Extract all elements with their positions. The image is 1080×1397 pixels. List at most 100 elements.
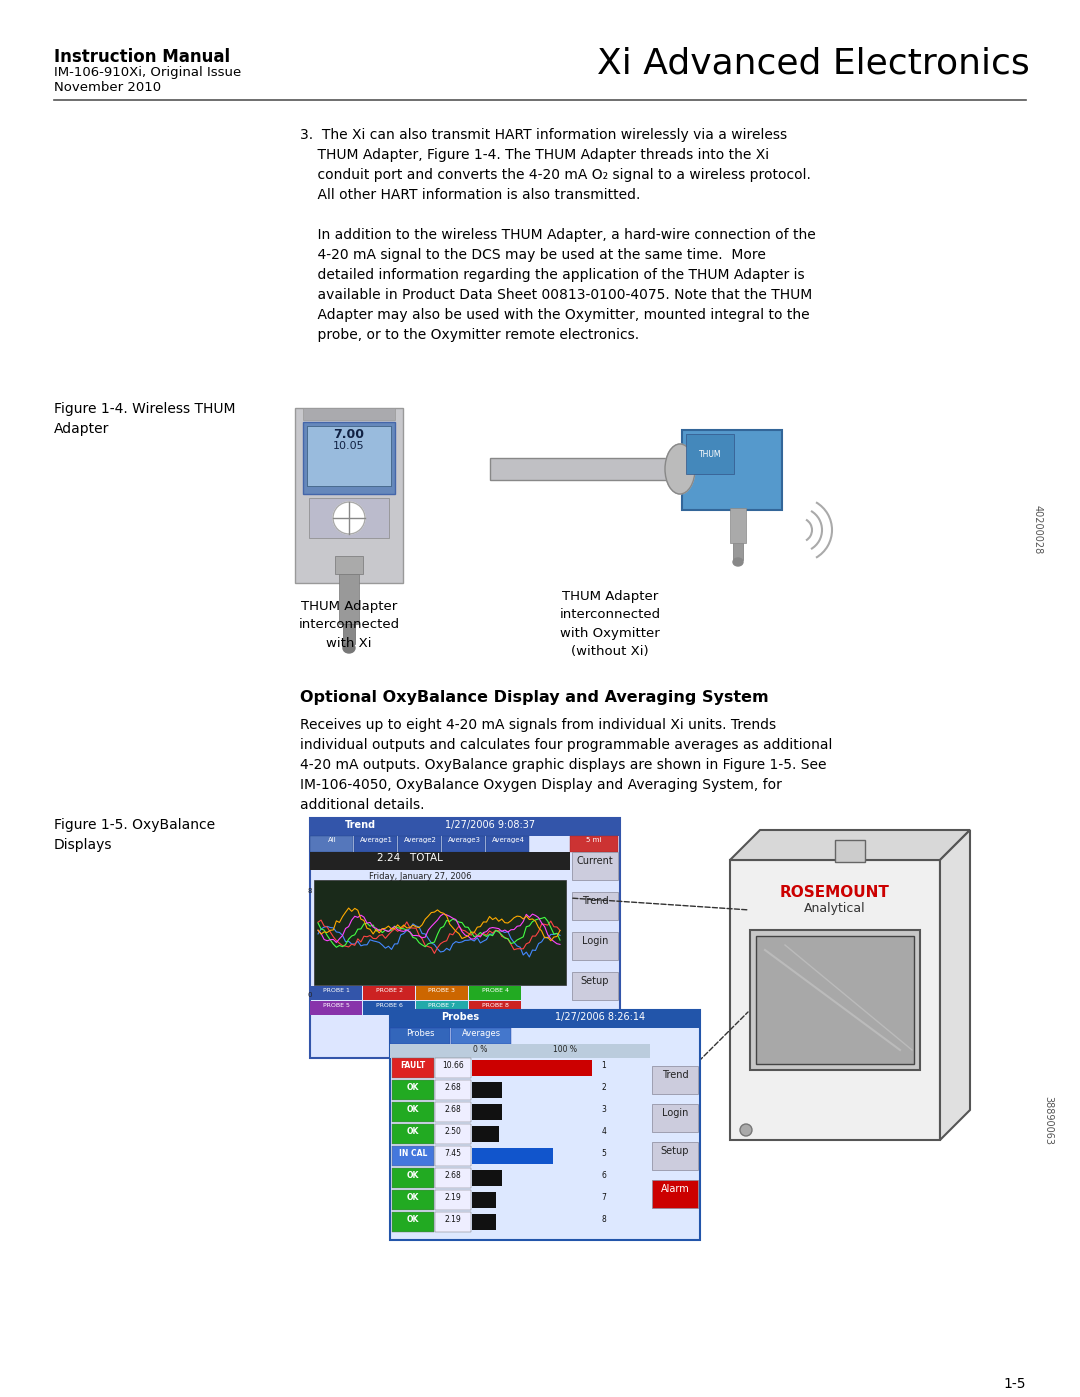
Ellipse shape bbox=[740, 1125, 752, 1136]
Text: Average2: Average2 bbox=[404, 837, 436, 842]
Text: 3.  The Xi can also transmit HART information wirelessly via a wireless
    THUM: 3. The Xi can also transmit HART informa… bbox=[300, 129, 811, 203]
Text: Trend: Trend bbox=[345, 820, 376, 830]
Bar bbox=[390, 1044, 650, 1058]
Bar bbox=[363, 1002, 415, 1016]
Text: PROBE 8: PROBE 8 bbox=[482, 1003, 509, 1009]
Text: 2.68: 2.68 bbox=[445, 1083, 461, 1092]
Bar bbox=[469, 1002, 521, 1016]
Text: OK: OK bbox=[407, 1171, 419, 1180]
Text: THUM: THUM bbox=[699, 450, 721, 460]
Bar bbox=[652, 1104, 698, 1132]
Bar bbox=[472, 1126, 499, 1141]
Bar bbox=[392, 1080, 434, 1099]
Bar bbox=[314, 880, 566, 985]
Ellipse shape bbox=[343, 643, 355, 652]
Text: 6: 6 bbox=[602, 1171, 607, 1180]
Bar bbox=[472, 1060, 592, 1076]
Bar bbox=[310, 1002, 362, 1016]
Bar bbox=[730, 509, 746, 543]
Bar bbox=[652, 1141, 698, 1171]
Text: PROBE 6: PROBE 6 bbox=[376, 1003, 403, 1009]
Bar bbox=[750, 930, 920, 1070]
Bar bbox=[572, 893, 618, 921]
Bar bbox=[390, 1010, 700, 1241]
Text: 1/27/2006 9:08:37: 1/27/2006 9:08:37 bbox=[445, 820, 535, 830]
Bar bbox=[490, 458, 680, 481]
Text: 5: 5 bbox=[602, 1148, 607, 1158]
Bar bbox=[435, 1125, 471, 1144]
Bar bbox=[392, 1190, 434, 1210]
Bar bbox=[309, 497, 389, 538]
Text: OK: OK bbox=[407, 1193, 419, 1201]
Bar bbox=[399, 835, 441, 852]
Bar bbox=[572, 1011, 618, 1039]
Text: Instruction Manual: Instruction Manual bbox=[54, 47, 230, 66]
Text: 4: 4 bbox=[602, 1127, 607, 1136]
Bar bbox=[572, 852, 618, 880]
Text: IN CAL: IN CAL bbox=[399, 1148, 428, 1158]
Text: 2.68: 2.68 bbox=[445, 1171, 461, 1180]
Bar bbox=[435, 1102, 471, 1122]
Text: Average1: Average1 bbox=[360, 837, 392, 842]
Bar bbox=[392, 1058, 434, 1078]
Text: PROBE 2: PROBE 2 bbox=[376, 988, 403, 993]
Text: Login: Login bbox=[582, 936, 608, 946]
Text: 1/27/2006 8:26:14: 1/27/2006 8:26:14 bbox=[555, 1011, 645, 1023]
Bar bbox=[451, 1028, 511, 1044]
Text: 2.68: 2.68 bbox=[445, 1105, 461, 1113]
Bar bbox=[681, 430, 782, 510]
Text: IM-106-910Xi, Original Issue: IM-106-910Xi, Original Issue bbox=[54, 66, 241, 80]
Text: ROSEMOUNT: ROSEMOUNT bbox=[780, 886, 890, 900]
Bar bbox=[435, 1080, 471, 1099]
Bar bbox=[652, 1066, 698, 1094]
Bar bbox=[486, 835, 529, 852]
Bar bbox=[392, 1213, 434, 1232]
Text: 38890063: 38890063 bbox=[1043, 1095, 1053, 1144]
Bar bbox=[416, 1002, 468, 1016]
Text: Optional OxyBalance Display and Averaging System: Optional OxyBalance Display and Averagin… bbox=[300, 690, 769, 705]
Bar bbox=[472, 1214, 496, 1229]
Text: Alarm: Alarm bbox=[581, 1016, 609, 1025]
Text: 100 %: 100 % bbox=[553, 1045, 577, 1053]
Text: THUM Adapter
interconnected
with Xi: THUM Adapter interconnected with Xi bbox=[298, 599, 400, 650]
Text: 2.19: 2.19 bbox=[445, 1215, 461, 1224]
Bar bbox=[435, 1058, 471, 1078]
Bar bbox=[335, 556, 363, 574]
Bar bbox=[442, 835, 485, 852]
Bar bbox=[310, 835, 353, 852]
Text: Probes: Probes bbox=[406, 1030, 434, 1038]
Text: 0 %: 0 % bbox=[473, 1045, 487, 1053]
Text: OK: OK bbox=[407, 1083, 419, 1092]
Bar bbox=[730, 861, 940, 1140]
Text: All: All bbox=[327, 837, 336, 842]
Text: Setup: Setup bbox=[581, 977, 609, 986]
Bar bbox=[652, 1180, 698, 1208]
Text: 1: 1 bbox=[602, 1060, 606, 1070]
Text: Receives up to eight 4-20 mA signals from individual Xi units. Trends
individual: Receives up to eight 4-20 mA signals fro… bbox=[300, 718, 833, 812]
Text: 10.66: 10.66 bbox=[442, 1060, 464, 1070]
Bar bbox=[570, 835, 618, 852]
Bar bbox=[416, 986, 468, 1000]
Text: Figure 1-5. OxyBalance
Displays: Figure 1-5. OxyBalance Displays bbox=[54, 819, 215, 852]
Bar bbox=[303, 408, 395, 420]
Bar bbox=[572, 932, 618, 960]
Text: PROBE 3: PROBE 3 bbox=[429, 988, 456, 993]
Ellipse shape bbox=[733, 557, 743, 566]
Text: 7.45: 7.45 bbox=[445, 1148, 461, 1158]
Bar bbox=[435, 1190, 471, 1210]
Text: FAULT: FAULT bbox=[401, 1060, 426, 1070]
Text: 2: 2 bbox=[602, 1083, 606, 1092]
Bar bbox=[686, 434, 734, 474]
Text: 0: 0 bbox=[308, 992, 312, 997]
Text: 2.19: 2.19 bbox=[445, 1193, 461, 1201]
Bar bbox=[363, 986, 415, 1000]
Text: OK: OK bbox=[407, 1215, 419, 1224]
Bar bbox=[307, 426, 391, 486]
Bar bbox=[310, 819, 620, 1058]
Text: Figure 1-4. Wireless THUM
Adapter: Figure 1-4. Wireless THUM Adapter bbox=[54, 402, 235, 436]
Bar bbox=[472, 1148, 553, 1164]
Bar bbox=[435, 1213, 471, 1232]
Bar bbox=[390, 1010, 700, 1028]
Bar bbox=[343, 624, 355, 644]
Text: THUM Adapter
interconnected
with Oxymitter
(without Xi): THUM Adapter interconnected with Oxymitt… bbox=[559, 590, 661, 658]
